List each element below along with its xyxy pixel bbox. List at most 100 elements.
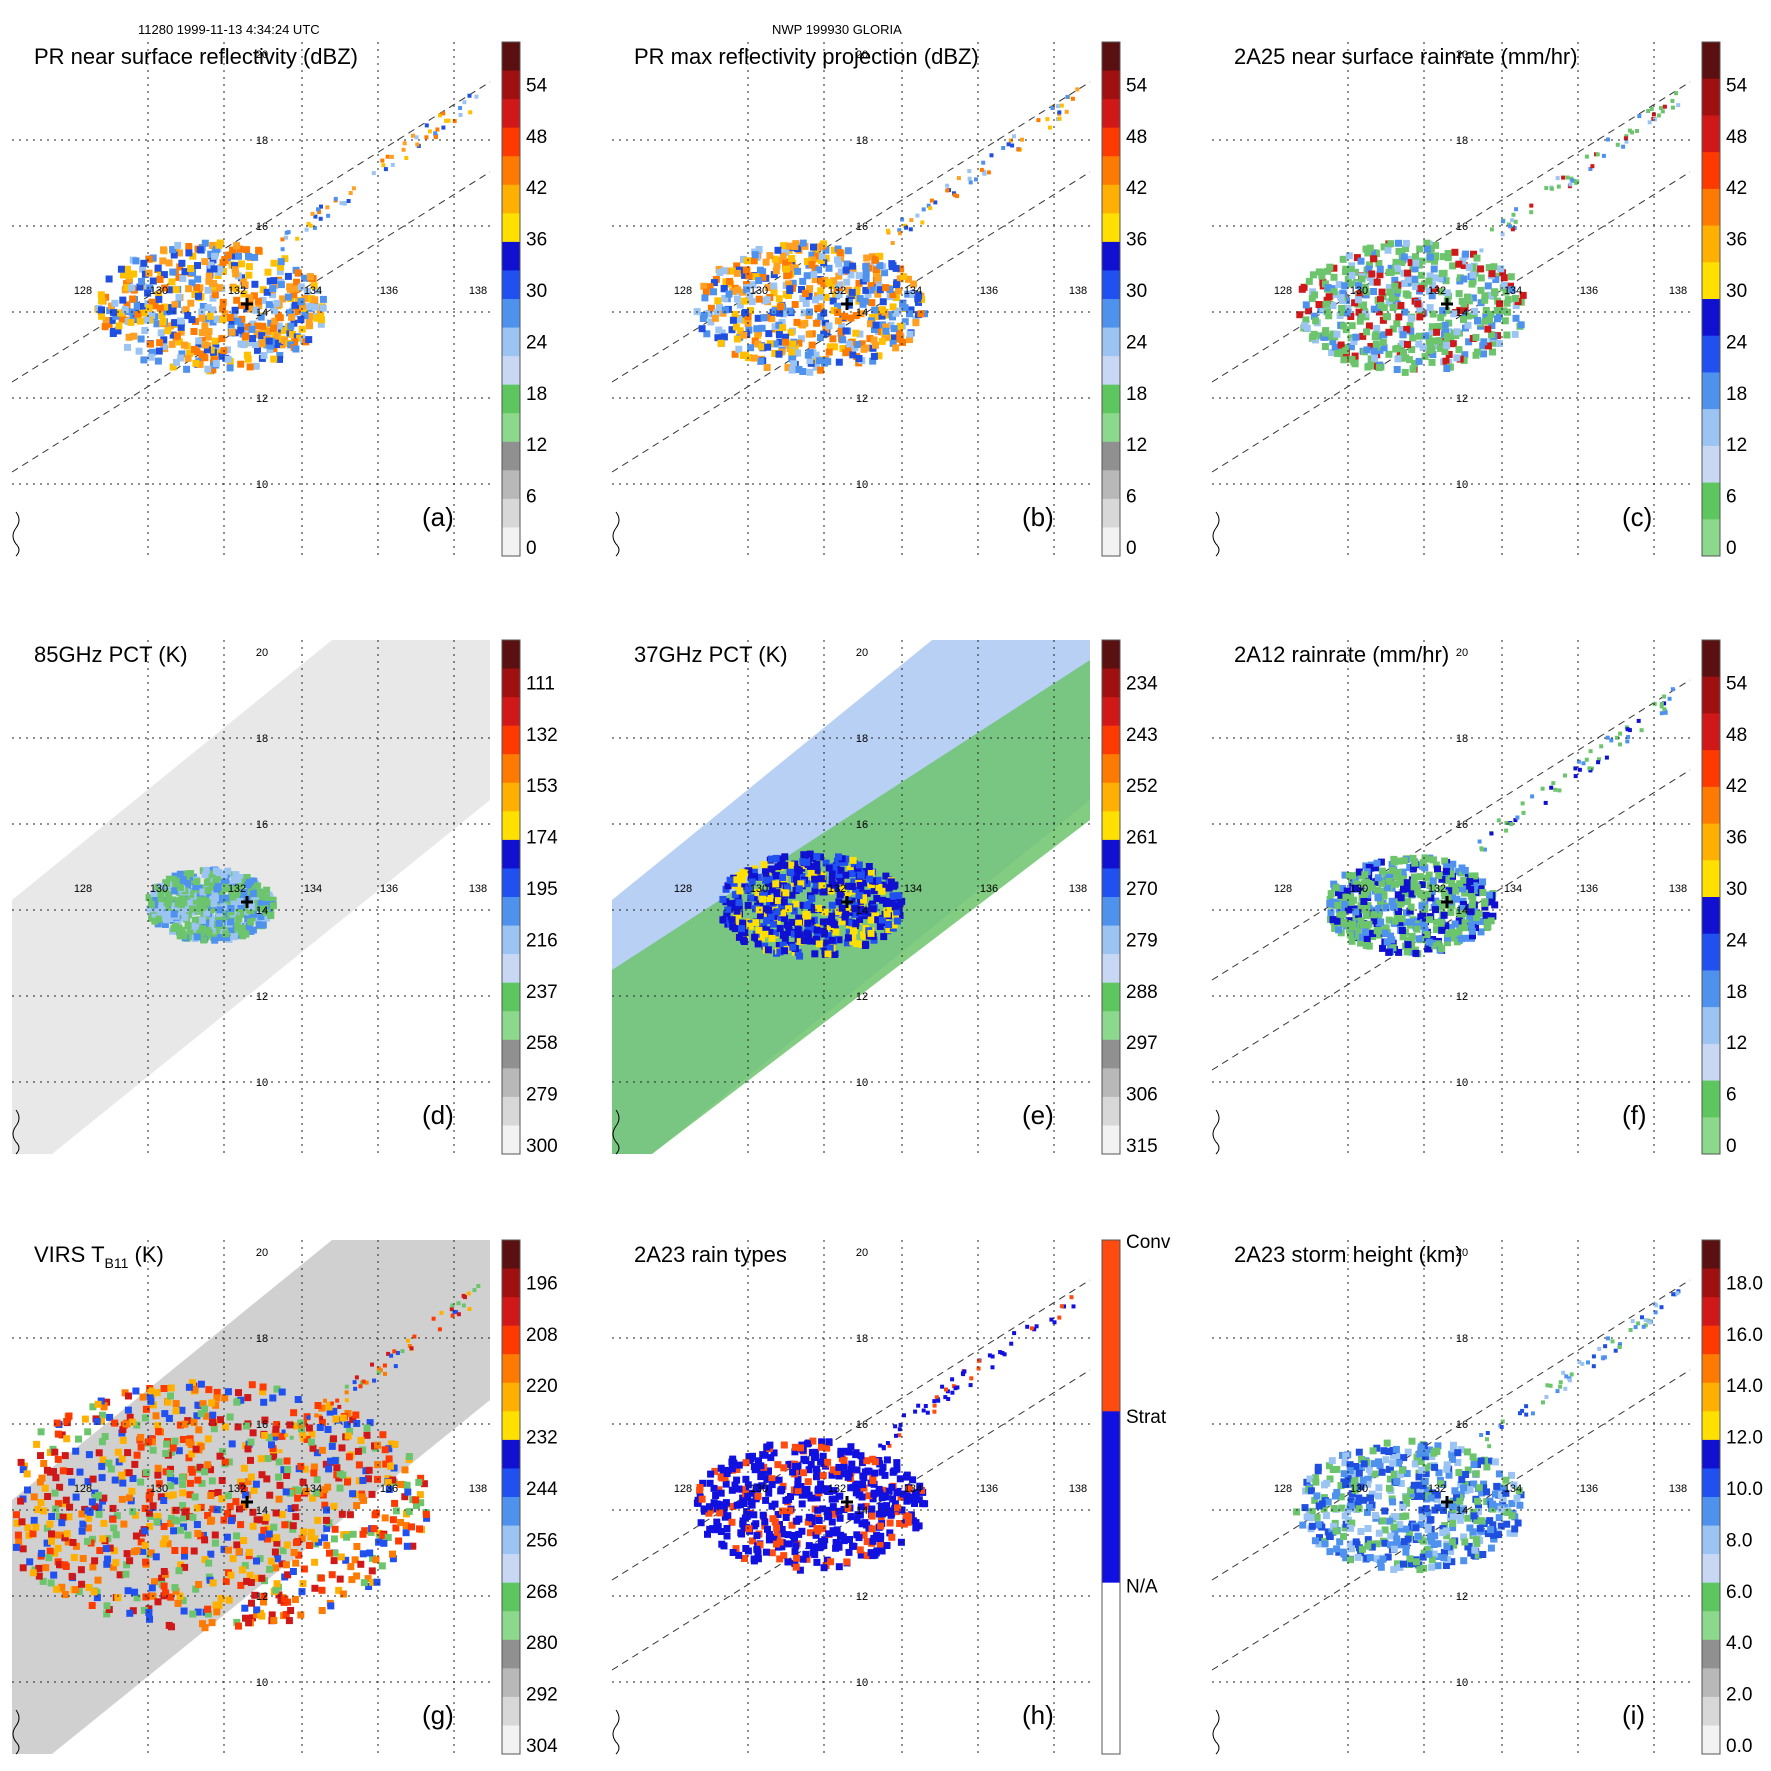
data-pixel (1366, 244, 1374, 252)
data-pixel (238, 260, 245, 268)
colorbar-segment (502, 299, 520, 329)
data-pixel (1588, 167, 1593, 171)
colorbar-label: 244 (526, 1479, 558, 1500)
data-pixel (412, 1496, 420, 1504)
data-pixel (1423, 931, 1431, 939)
orbit-time-label: 11280 1999-11-13 4:34:24 UTC (138, 22, 320, 37)
data-pixel (236, 878, 243, 886)
data-pixel (1405, 356, 1413, 364)
data-pixel (1651, 112, 1656, 117)
data-pixel (1621, 144, 1626, 149)
data-pixel (1001, 146, 1006, 150)
data-pixel (799, 295, 807, 303)
data-pixel (868, 299, 876, 307)
data-pixel (835, 358, 843, 366)
data-pixel (895, 287, 902, 295)
data-pixel (1331, 924, 1339, 932)
data-pixel (222, 883, 230, 891)
data-pixel (87, 1539, 95, 1547)
colorbar-label: 42 (1726, 776, 1747, 797)
data-pixel (271, 1548, 279, 1556)
data-pixel (318, 1404, 326, 1412)
data-pixel (1513, 818, 1518, 823)
data-pixel (158, 902, 166, 910)
data-pixel (725, 267, 733, 275)
data-pixel (812, 363, 820, 371)
data-pixel (89, 1403, 97, 1411)
data-pixel (95, 1504, 103, 1512)
data-pixel (123, 1561, 131, 1569)
data-pixel (1469, 294, 1477, 302)
data-pixel (100, 1494, 108, 1502)
data-pixel (277, 1596, 285, 1604)
data-pixel (795, 919, 803, 927)
data-pixel (1435, 337, 1443, 345)
data-pixel (835, 1563, 843, 1571)
lon-tick-label: 128 (674, 285, 692, 297)
data-pixel (314, 286, 322, 294)
data-pixel (272, 1425, 280, 1433)
data-pixel (1471, 307, 1479, 315)
data-pixel (1375, 931, 1383, 939)
lon-tick-label: 132 (1428, 285, 1446, 297)
data-pixel (1391, 917, 1399, 925)
data-pixel (231, 885, 239, 893)
data-pixel (385, 154, 390, 159)
data-pixel (133, 302, 141, 310)
data-pixel (750, 1511, 758, 1519)
data-pixel (155, 291, 163, 299)
data-pixel (204, 887, 212, 894)
data-pixel (221, 256, 229, 263)
data-pixel (714, 297, 722, 305)
data-pixel (747, 344, 755, 352)
data-pixel (199, 303, 207, 310)
data-pixel (754, 889, 762, 897)
data-pixel (878, 887, 886, 895)
panel-title: 37GHz PCT (K) (634, 642, 788, 667)
data-pixel (180, 341, 188, 349)
data-pixel (803, 902, 811, 909)
data-pixel (1417, 913, 1425, 921)
data-pixel (874, 274, 882, 282)
data-pixel (349, 1490, 357, 1498)
data-pixel (1050, 106, 1055, 110)
data-pixel (326, 1549, 333, 1557)
colorbar-segment (502, 1411, 520, 1441)
data-pixel (768, 315, 776, 323)
data-pixel (844, 934, 852, 942)
data-pixel (743, 257, 751, 265)
data-pixel (243, 246, 251, 254)
data-pixel (85, 1451, 93, 1459)
data-pixel (811, 276, 819, 284)
data-pixel (782, 338, 790, 346)
data-pixel (237, 321, 245, 329)
data-pixel (205, 277, 213, 285)
data-pixel (301, 274, 308, 282)
data-pixel (1443, 332, 1451, 340)
data-pixel (263, 886, 271, 894)
data-pixel (188, 316, 196, 324)
data-pixel (729, 316, 737, 324)
lat-tick-label: 12 (856, 991, 868, 1003)
data-pixel (1404, 341, 1411, 348)
data-pixel (192, 1585, 200, 1593)
data-pixel (1490, 263, 1498, 271)
data-pixel (88, 1498, 96, 1506)
data-pixel (173, 332, 181, 340)
data-pixel (1427, 894, 1435, 902)
data-pixel (223, 346, 231, 354)
data-pixel (1615, 735, 1619, 740)
data-pixel (145, 255, 153, 263)
data-pixel (876, 923, 884, 930)
data-pixel (223, 934, 231, 942)
data-pixel (1408, 890, 1416, 898)
data-pixel (52, 1531, 60, 1539)
data-pixel (794, 349, 802, 357)
data-pixel (30, 1516, 38, 1524)
data-pixel (76, 1468, 84, 1476)
data-pixel (216, 1452, 224, 1460)
data-pixel (192, 317, 199, 325)
data-pixel (207, 346, 215, 354)
data-pixel (112, 312, 120, 320)
data-pixel (122, 1570, 130, 1578)
